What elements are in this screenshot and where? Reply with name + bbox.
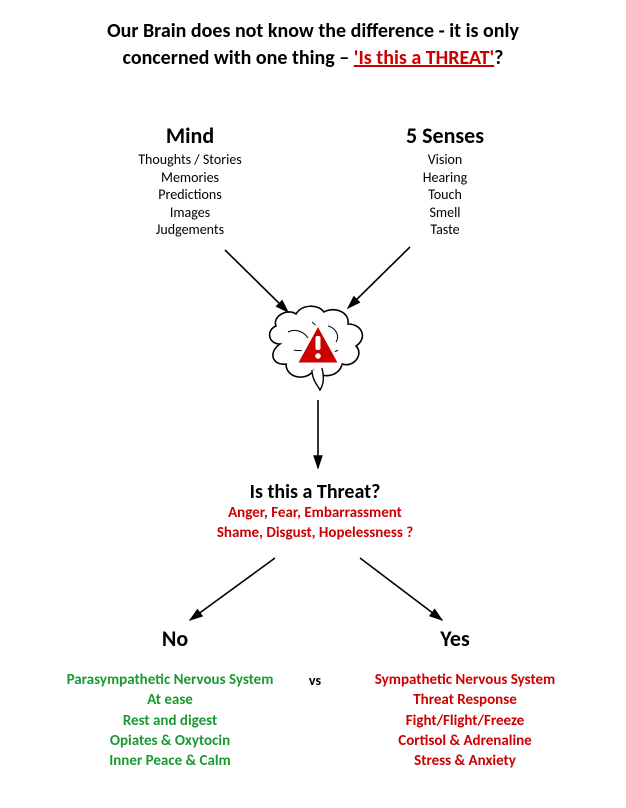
yes-block: Sympathetic Nervous System Threat Respon… xyxy=(335,670,595,771)
threat-block: Is this a Threat? Anger, Fear, Embarrass… xyxy=(140,480,490,543)
yes-item: Sympathetic Nervous System xyxy=(335,670,595,690)
yes-item: Cortisol & Adrenaline xyxy=(335,731,595,751)
no-block: Parasympathetic Nervous System At ease R… xyxy=(40,670,300,771)
no-heading: No xyxy=(115,625,235,652)
yes-item: Stress & Anxiety xyxy=(335,751,595,771)
no-item: Rest and digest xyxy=(40,711,300,731)
threat-line1: Anger, Fear, Embarrassment xyxy=(140,504,490,524)
no-item: Inner Peace & Calm xyxy=(40,751,300,771)
no-item: At ease xyxy=(40,690,300,710)
vs-label: vs xyxy=(300,672,330,689)
threat-line2: Shame, Disgust, Hopelessness ? xyxy=(140,524,490,544)
yes-heading: Yes xyxy=(395,625,515,652)
threat-heading: Is this a Threat? xyxy=(140,480,490,504)
no-item: Opiates & Oxytocin xyxy=(40,731,300,751)
yes-item: Fight/Flight/Freeze xyxy=(335,711,595,731)
yes-item: Threat Response xyxy=(335,690,595,710)
no-item: Parasympathetic Nervous System xyxy=(40,670,300,690)
